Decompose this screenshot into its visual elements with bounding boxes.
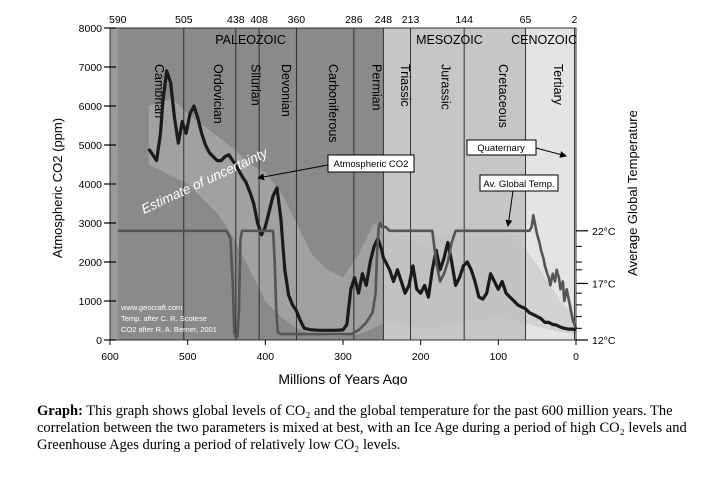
top-tick-label: 248 xyxy=(375,14,393,26)
top-tick-label: 438 xyxy=(227,14,245,26)
top-tick-label: 286 xyxy=(345,14,363,26)
period-label-ordovician: Ordovician xyxy=(211,64,225,124)
x-tick-label: 0 xyxy=(573,351,579,363)
y-axis: 0 1000 2000 3000 4000 5000 6000 7000 8000 xyxy=(79,23,116,347)
y-tick-label: 6000 xyxy=(79,101,103,113)
period-labels: Cambrian Ordovician Silurian Devonian Carbon… xyxy=(152,64,565,143)
era-labels: PALEOZOIC MESOZOIC CENOZOIC xyxy=(215,33,577,47)
temperature-series-line xyxy=(117,213,578,339)
period-dividers xyxy=(183,28,575,340)
top-tick-label: 408 xyxy=(250,14,268,26)
credit-line-1: www.geocraft.com xyxy=(120,303,182,312)
annotation-quaternary-label: Quaternary xyxy=(477,143,525,154)
uncertainty-band xyxy=(148,98,577,337)
era-label-paleozoic: PALEOZOIC xyxy=(215,33,286,47)
period-label-silurian: Silurian xyxy=(248,64,262,106)
top-tick-label: 360 xyxy=(288,14,306,26)
y-tick-label: 2000 xyxy=(79,257,103,269)
period-label-devonian: Devonian xyxy=(279,64,293,117)
y-tick-label: 0 xyxy=(96,335,102,347)
top-tick-label: 2 xyxy=(572,14,578,26)
credit-line-3: CO2 after R. A. Berner, 2001 xyxy=(121,325,217,334)
top-tick-label: 505 xyxy=(175,14,193,26)
top-tick-label: 213 xyxy=(402,14,420,26)
annotation-atmospheric-co2-label: Atmospheric CO2 xyxy=(334,159,409,170)
y-tick-label: 8000 xyxy=(79,23,103,35)
annotation-av-global-temp: Av. Global Temp. xyxy=(479,174,559,227)
era-label-mesozoic: MESOZOIC xyxy=(416,33,483,47)
y-tick-label: 1000 xyxy=(79,296,103,308)
x-tick-label: 100 xyxy=(490,351,508,363)
x-axis: 600 500 400 300 200 100 0 xyxy=(101,340,579,363)
temperature-axis: 22°C 17°C 12°C xyxy=(576,226,616,347)
top-tick-label: 590 xyxy=(109,14,127,26)
annotation-av-global-temp-label: Av. Global Temp. xyxy=(483,179,554,190)
period-label-triassic: Triassic xyxy=(398,64,412,107)
top-tick-label: 65 xyxy=(520,14,532,26)
co2-series-line xyxy=(147,69,577,332)
co2-temperature-chart: Cambrian Ordovician Silurian Devonian Carbon… xyxy=(50,14,640,385)
annotation-quaternary: Quaternary xyxy=(466,139,567,158)
uncertainty-band-area xyxy=(148,98,577,337)
y-tick-label: 7000 xyxy=(79,62,103,74)
x-tick-label: 300 xyxy=(334,351,352,363)
period-label-cretaceous: Cretaceous xyxy=(496,64,510,128)
credits: www.geocraft.com Temp. after C. R. Scote… xyxy=(120,303,217,334)
x-tick-label: 600 xyxy=(101,351,119,363)
period-label-permian: Permian xyxy=(370,64,384,111)
period-label-tertiary: Tertiary xyxy=(551,64,565,106)
series-lines xyxy=(117,69,578,339)
x-tick-label: 500 xyxy=(179,351,197,363)
period-label-jurassic: Jurassic xyxy=(438,64,452,110)
caption-text: This graph shows global levels of CO₂ an… xyxy=(37,402,687,453)
annotation-atmospheric-co2: Atmospheric CO2 xyxy=(257,154,415,181)
caption-lead: Graph: xyxy=(37,402,83,419)
temp-tick-label: 17°C xyxy=(592,278,616,290)
x-tick-label: 200 xyxy=(412,351,430,363)
figure-caption: Graph: This graph shows global levels of… xyxy=(37,403,687,454)
y2-axis-label: Average Global Temperature xyxy=(625,110,640,276)
top-axis-ticks: 590 505 438 408 360 286 248 213 144 65 2 xyxy=(109,14,578,26)
y-tick-label: 4000 xyxy=(79,179,103,191)
y-axis-label: Atmospheric CO2 (ppm) xyxy=(50,118,65,258)
y-tick-label: 3000 xyxy=(79,218,103,230)
top-tick-label: 144 xyxy=(455,14,473,26)
x-tick-label: 400 xyxy=(257,351,275,363)
temp-tick-label: 22°C xyxy=(592,226,616,238)
x-axis-label: Millions of Years Ago xyxy=(278,371,407,385)
credit-line-2: Temp. after C. R. Scotese xyxy=(121,314,207,323)
period-label-carboniferous: Carboniferous xyxy=(326,64,340,143)
temp-tick-label: 12°C xyxy=(592,335,616,347)
y-tick-label: 5000 xyxy=(79,140,103,152)
era-label-cenozoic: CENOZOIC xyxy=(511,33,577,47)
